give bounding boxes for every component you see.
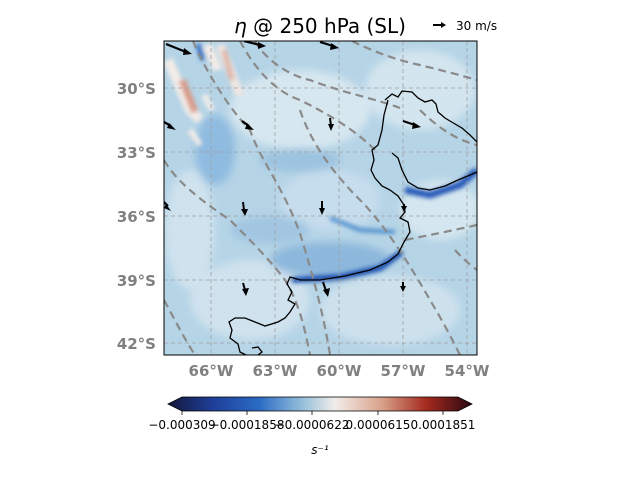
wind-arrow-icon bbox=[241, 201, 248, 216]
wind-arrow-icon bbox=[243, 41, 266, 49]
coastline bbox=[228, 90, 477, 355]
colorbar-tick-label: −0.000309 bbox=[148, 418, 215, 432]
lon-tick-label: 60°W bbox=[317, 362, 362, 380]
wind-arrow-icon bbox=[319, 41, 339, 50]
wind-arrow-icon bbox=[241, 120, 254, 130]
colorbar-tick-label: −0.0000622 bbox=[275, 418, 350, 432]
lat-tick-label: 33°S bbox=[117, 144, 156, 162]
wind-arrow-icon bbox=[328, 117, 334, 131]
wind-vectors bbox=[164, 41, 421, 297]
map-frame bbox=[163, 40, 478, 356]
quiver-key-label: 30 m/s bbox=[456, 19, 497, 33]
colorbar: −0.000309 −0.0001858 −0.0000622 0.000061… bbox=[148, 396, 476, 457]
wind-arrow-icon bbox=[400, 282, 406, 292]
lat-axis: 30°S 33°S 36°S 39°S 42°S bbox=[117, 80, 156, 353]
lon-tick-label: 63°W bbox=[253, 362, 298, 380]
quiver-key-arrowhead-icon bbox=[441, 22, 446, 28]
wind-arrow-icon bbox=[402, 119, 421, 129]
lon-axis: 66°W 63°W 60°W 57°W 54°W bbox=[189, 362, 490, 380]
wind-arrow-icon bbox=[401, 204, 407, 212]
vorticity-field bbox=[165, 50, 477, 345]
quiver-key: 30 m/s bbox=[433, 19, 497, 33]
height-contours bbox=[164, 41, 477, 355]
lat-tick-label: 30°S bbox=[117, 80, 156, 98]
colorbar-tick-label: −0.0001858 bbox=[210, 418, 285, 432]
lat-tick-label: 36°S bbox=[117, 208, 156, 226]
wind-arrow-icon bbox=[164, 201, 171, 211]
lat-tick-label: 39°S bbox=[117, 272, 156, 290]
lon-tick-label: 66°W bbox=[189, 362, 234, 380]
map-panel bbox=[163, 40, 478, 356]
wind-arrow-icon bbox=[322, 281, 330, 297]
colorbar-gradient bbox=[167, 396, 473, 412]
colorbar-tick-label: 0.0000615 bbox=[346, 418, 411, 432]
map-title: η @ 250 hPa (SL) bbox=[234, 14, 406, 38]
lon-tick-label: 57°W bbox=[381, 362, 426, 380]
wind-arrow-icon bbox=[164, 121, 176, 130]
gridlines bbox=[164, 41, 477, 355]
lon-tick-label: 54°W bbox=[445, 362, 490, 380]
wind-arrow-icon bbox=[242, 282, 249, 296]
lat-tick-label: 42°S bbox=[117, 335, 156, 353]
wind-arrow-icon bbox=[319, 201, 325, 215]
colorbar-tick-label: 0.0001851 bbox=[411, 418, 476, 432]
colorbar-unit-label: s⁻¹ bbox=[311, 443, 329, 457]
wind-arrow-icon bbox=[165, 42, 192, 55]
